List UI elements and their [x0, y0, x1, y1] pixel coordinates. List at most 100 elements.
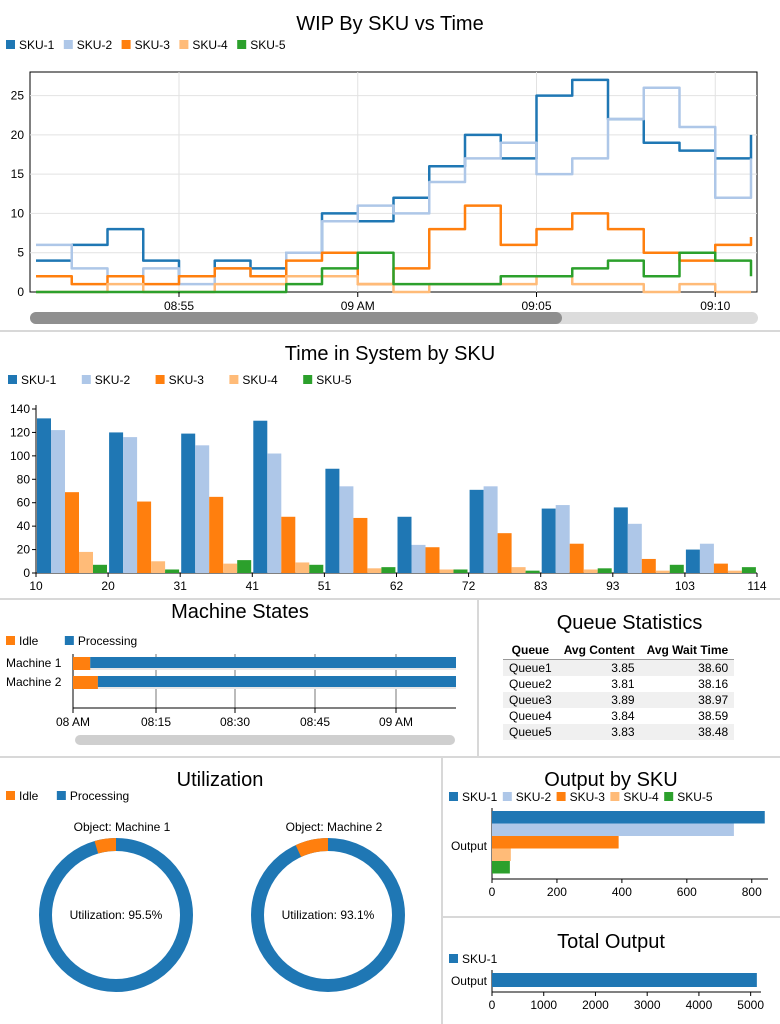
- chart-legend: SKU-1: [449, 952, 498, 966]
- series-lines: [36, 78, 753, 294]
- bar-sku-3: [492, 836, 619, 849]
- x-tick-label: 08:45: [300, 715, 330, 729]
- legend-label: Idle: [19, 789, 39, 803]
- bar-sku-2: [51, 430, 65, 573]
- queue-name: Queue4: [509, 709, 552, 723]
- legend-swatch: [229, 375, 239, 384]
- chart-legend: SKU-1 SKU-2 SKU-3 SKU-4 SKU-5: [8, 373, 352, 387]
- machine-timelines: 08 AM 08:15 08:30 08:45 09 AM Machine 1 Machin…: [6, 654, 457, 729]
- bar-sku-2: [123, 437, 138, 573]
- divider: [477, 600, 479, 756]
- x-tick-label: 103: [675, 579, 695, 593]
- bar-sku-4: [439, 569, 454, 573]
- bar-sku-1: [541, 508, 556, 573]
- chart-title: Total Output: [557, 931, 665, 953]
- divider: [0, 598, 780, 600]
- queue-name: Queue2: [509, 677, 552, 691]
- legend-label: SKU-1: [19, 38, 55, 52]
- bar-sku-5: [525, 570, 540, 573]
- legend-swatch: [610, 792, 620, 801]
- bar-sku-5: [492, 861, 510, 874]
- avg-content: 3.81: [611, 677, 635, 691]
- bar-sku-2: [195, 445, 210, 573]
- x-tick-label: 08:30: [220, 715, 250, 729]
- chart-title: WIP By SKU vs Time: [296, 13, 483, 35]
- bar-sku-2: [267, 453, 282, 573]
- bar-sku-2: [492, 823, 734, 836]
- bar-sku-5: [237, 560, 252, 573]
- x-axis-ticks: 08:55 09 AM 09:05 09:10: [164, 292, 731, 313]
- bar-sku-4: [151, 561, 166, 573]
- utilization-value: Utilization: 95.5%: [70, 908, 163, 922]
- bar-sku-3: [137, 501, 152, 573]
- legend-label: SKU-1: [21, 373, 57, 387]
- table-row: Queue5 3.83 38.48: [503, 724, 735, 740]
- y-tick-label: 0: [23, 566, 30, 580]
- x-tick-label: 62: [390, 579, 404, 593]
- y-tick-label: 10: [11, 206, 25, 220]
- time-scrollbar[interactable]: [75, 735, 455, 745]
- queue-name: Queue3: [503, 692, 558, 708]
- legend-swatch: [56, 791, 66, 800]
- x-tick-label: 2000: [582, 998, 609, 1012]
- bar-sku-1: [325, 468, 340, 573]
- x-tick-label: 0: [489, 998, 496, 1012]
- category-label: Output: [451, 974, 488, 988]
- bar-sku-3: [281, 516, 296, 573]
- idle-arc: [251, 838, 405, 992]
- legend-label: SKU-4: [623, 790, 659, 804]
- y-tick-label: 0: [17, 285, 24, 299]
- processing-segment: [90, 657, 457, 668]
- bar-sku-5: [741, 567, 756, 573]
- avg-content: 3.84: [611, 709, 635, 723]
- avg-wait-time: 38.59: [698, 709, 729, 723]
- x-tick-label: 20: [101, 579, 115, 593]
- x-tick-label: 09:05: [521, 299, 551, 313]
- x-tick-label: 08:55: [164, 299, 194, 313]
- legend-swatch: [63, 40, 73, 49]
- x-tick-label: 41: [246, 579, 260, 593]
- legend-swatch: [64, 636, 74, 645]
- x-tick-label: 800: [742, 885, 762, 899]
- axes: 0 20 40 60 80 100 120 140 10 20 31 41 51 62 72 83 93 103 1…: [10, 402, 767, 593]
- avg-wait-time: 38.60: [640, 659, 735, 676]
- legend-label: Processing: [78, 634, 137, 648]
- bars: [37, 418, 756, 573]
- legend-label: SKU-3: [169, 373, 205, 387]
- bar-sku-1: [492, 811, 765, 824]
- divider: [0, 330, 780, 332]
- bars: Output 0 200 400 600 800: [451, 808, 768, 899]
- time-scrollbar-thumb[interactable]: [30, 312, 562, 324]
- y-tick-label: 80: [17, 472, 31, 486]
- bar-sku-5: [381, 567, 396, 573]
- x-tick-label: 400: [612, 885, 632, 899]
- chart-title: Utilization: [177, 769, 264, 791]
- y-tick-label: 100: [10, 449, 30, 463]
- bar-sku-4: [492, 848, 511, 861]
- series-line-sku-1: [36, 78, 753, 278]
- donut-charts: Object: Machine 1 Utilization: 95.5% Objec…: [38, 820, 405, 993]
- x-tick-label: 31: [174, 579, 188, 593]
- chart-legend: Idle Processing: [6, 789, 129, 803]
- chart-legend: SKU-1 SKU-2 SKU-3 SKU-4 SKU-5: [6, 38, 286, 52]
- chart-legend: SKU-1 SKU-2 SKU-3 SKU-4 SKU-5: [449, 790, 713, 804]
- bar-sku-5: [93, 564, 107, 573]
- legend-label: SKU-2: [516, 790, 552, 804]
- bar-sku-1: [492, 973, 757, 987]
- legend-label: Processing: [70, 789, 129, 803]
- legend-swatch: [6, 40, 15, 49]
- legend-label: Idle: [19, 634, 39, 648]
- y-tick-label: 120: [10, 425, 30, 439]
- legend-label: SKU-5: [250, 38, 286, 52]
- bar-sku-3: [209, 496, 224, 573]
- legend-swatch: [121, 40, 131, 49]
- bar-sku-4: [655, 570, 670, 573]
- y-tick-label: 20: [17, 543, 31, 557]
- x-tick-label: 72: [462, 579, 476, 593]
- bar-sku-2: [411, 544, 426, 573]
- legend-swatch: [179, 40, 189, 49]
- avg-content: 3.83: [557, 724, 641, 740]
- panel-title: Queue Statistics: [556, 612, 703, 634]
- series-line-sku-2: [36, 86, 753, 286]
- y-tick-label: 140: [10, 402, 30, 416]
